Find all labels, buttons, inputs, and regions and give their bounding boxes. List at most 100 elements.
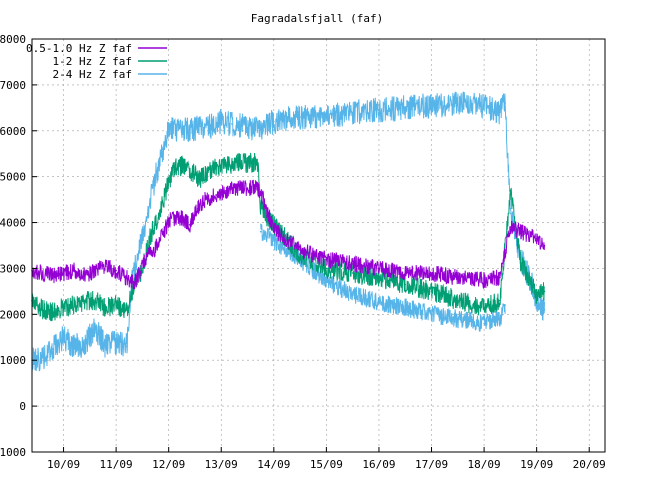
series-point (351, 272, 354, 274)
series-point (430, 290, 433, 293)
series-point (259, 127, 262, 130)
series-point (73, 269, 75, 272)
series-line (31, 91, 545, 373)
series-point (125, 276, 128, 279)
series-point (530, 281, 533, 284)
series-point (215, 194, 217, 196)
legend-label: 2-4 Hz Z faf (53, 68, 132, 81)
series-point (146, 253, 149, 256)
series-point (94, 327, 96, 329)
series-point (139, 272, 141, 274)
series-point (162, 230, 165, 233)
axes: -1000 0 1000 2000 3000 4000 5000 6000 7000 8000 10… (0, 33, 606, 471)
series-point (73, 304, 75, 307)
x-tick-label: 12/09 (152, 458, 185, 471)
series-point (543, 290, 546, 293)
series-point (404, 283, 407, 286)
x-tick-label: 20/09 (573, 458, 606, 471)
series-point (157, 217, 159, 219)
series-point (457, 299, 459, 302)
series-point (483, 279, 485, 281)
series-point (141, 267, 144, 270)
series-point (115, 304, 117, 307)
series-point (457, 102, 459, 104)
x-tick-label: 18/09 (468, 458, 501, 471)
y-tick-label: -1000 (0, 446, 26, 459)
series-point (183, 164, 186, 166)
series-point (83, 343, 86, 346)
series-point (165, 189, 167, 192)
series-point (325, 258, 328, 261)
series-point (220, 120, 222, 123)
series-point (191, 171, 194, 173)
series-point (188, 224, 191, 226)
series-point (104, 265, 107, 267)
series-point (325, 281, 328, 284)
series-point (170, 217, 173, 219)
series-point (139, 244, 141, 247)
series-point (483, 322, 485, 325)
y-tick-label: 4000 (0, 217, 26, 230)
series-point (535, 237, 538, 240)
series-point (483, 104, 485, 107)
series-point (173, 166, 175, 169)
series-point (162, 148, 165, 150)
series-line (31, 179, 545, 290)
series-point (404, 272, 407, 274)
y-tick-label: 5000 (0, 171, 26, 184)
series-point (259, 208, 262, 210)
series-point (154, 175, 157, 178)
y-tick-label: 3000 (0, 262, 26, 275)
x-tick-label: 14/09 (257, 458, 290, 471)
series-point (199, 125, 201, 127)
series-point (299, 249, 301, 251)
series-point (483, 306, 485, 309)
series-point (325, 116, 328, 118)
series-point (62, 306, 65, 309)
series-point (125, 308, 128, 311)
y-tick-label: 0 (19, 400, 26, 413)
series-point (167, 130, 170, 132)
series-point (207, 171, 209, 173)
series-point (41, 357, 44, 359)
series-point (499, 318, 501, 320)
series-point (543, 308, 546, 311)
chart-title: Fagradalsfjall (faf) (251, 12, 383, 25)
series-point (62, 336, 65, 339)
series-point (115, 341, 117, 343)
y-tick-label: 1000 (0, 354, 26, 367)
series-point (52, 311, 54, 313)
series-point (378, 267, 380, 270)
series-point (378, 302, 380, 304)
y-tick-label: 7000 (0, 79, 26, 92)
series-point (509, 226, 512, 228)
series-point (273, 228, 275, 231)
x-tick-label: 10/09 (47, 458, 80, 471)
series-point (104, 306, 107, 309)
series-point (149, 235, 152, 238)
x-tick-label: 15/09 (310, 458, 343, 471)
series-point (146, 212, 149, 215)
series-point (254, 187, 257, 189)
series-point (520, 263, 522, 265)
series-point (499, 299, 501, 302)
x-tick-label: 11/09 (100, 458, 133, 471)
series-point (209, 125, 212, 127)
series-point (215, 166, 217, 169)
series-point (509, 189, 512, 192)
series-point (41, 272, 44, 274)
series-point (252, 127, 254, 130)
x-tick-label: 16/09 (362, 458, 395, 471)
series-point (499, 276, 501, 279)
series-point (199, 178, 201, 180)
series-point (520, 230, 522, 233)
series-point (246, 162, 249, 164)
series-point (457, 318, 459, 320)
series-point (83, 299, 86, 302)
series-point (273, 240, 275, 242)
series-point (236, 162, 238, 164)
series-point (404, 306, 407, 309)
series-point (196, 208, 199, 210)
